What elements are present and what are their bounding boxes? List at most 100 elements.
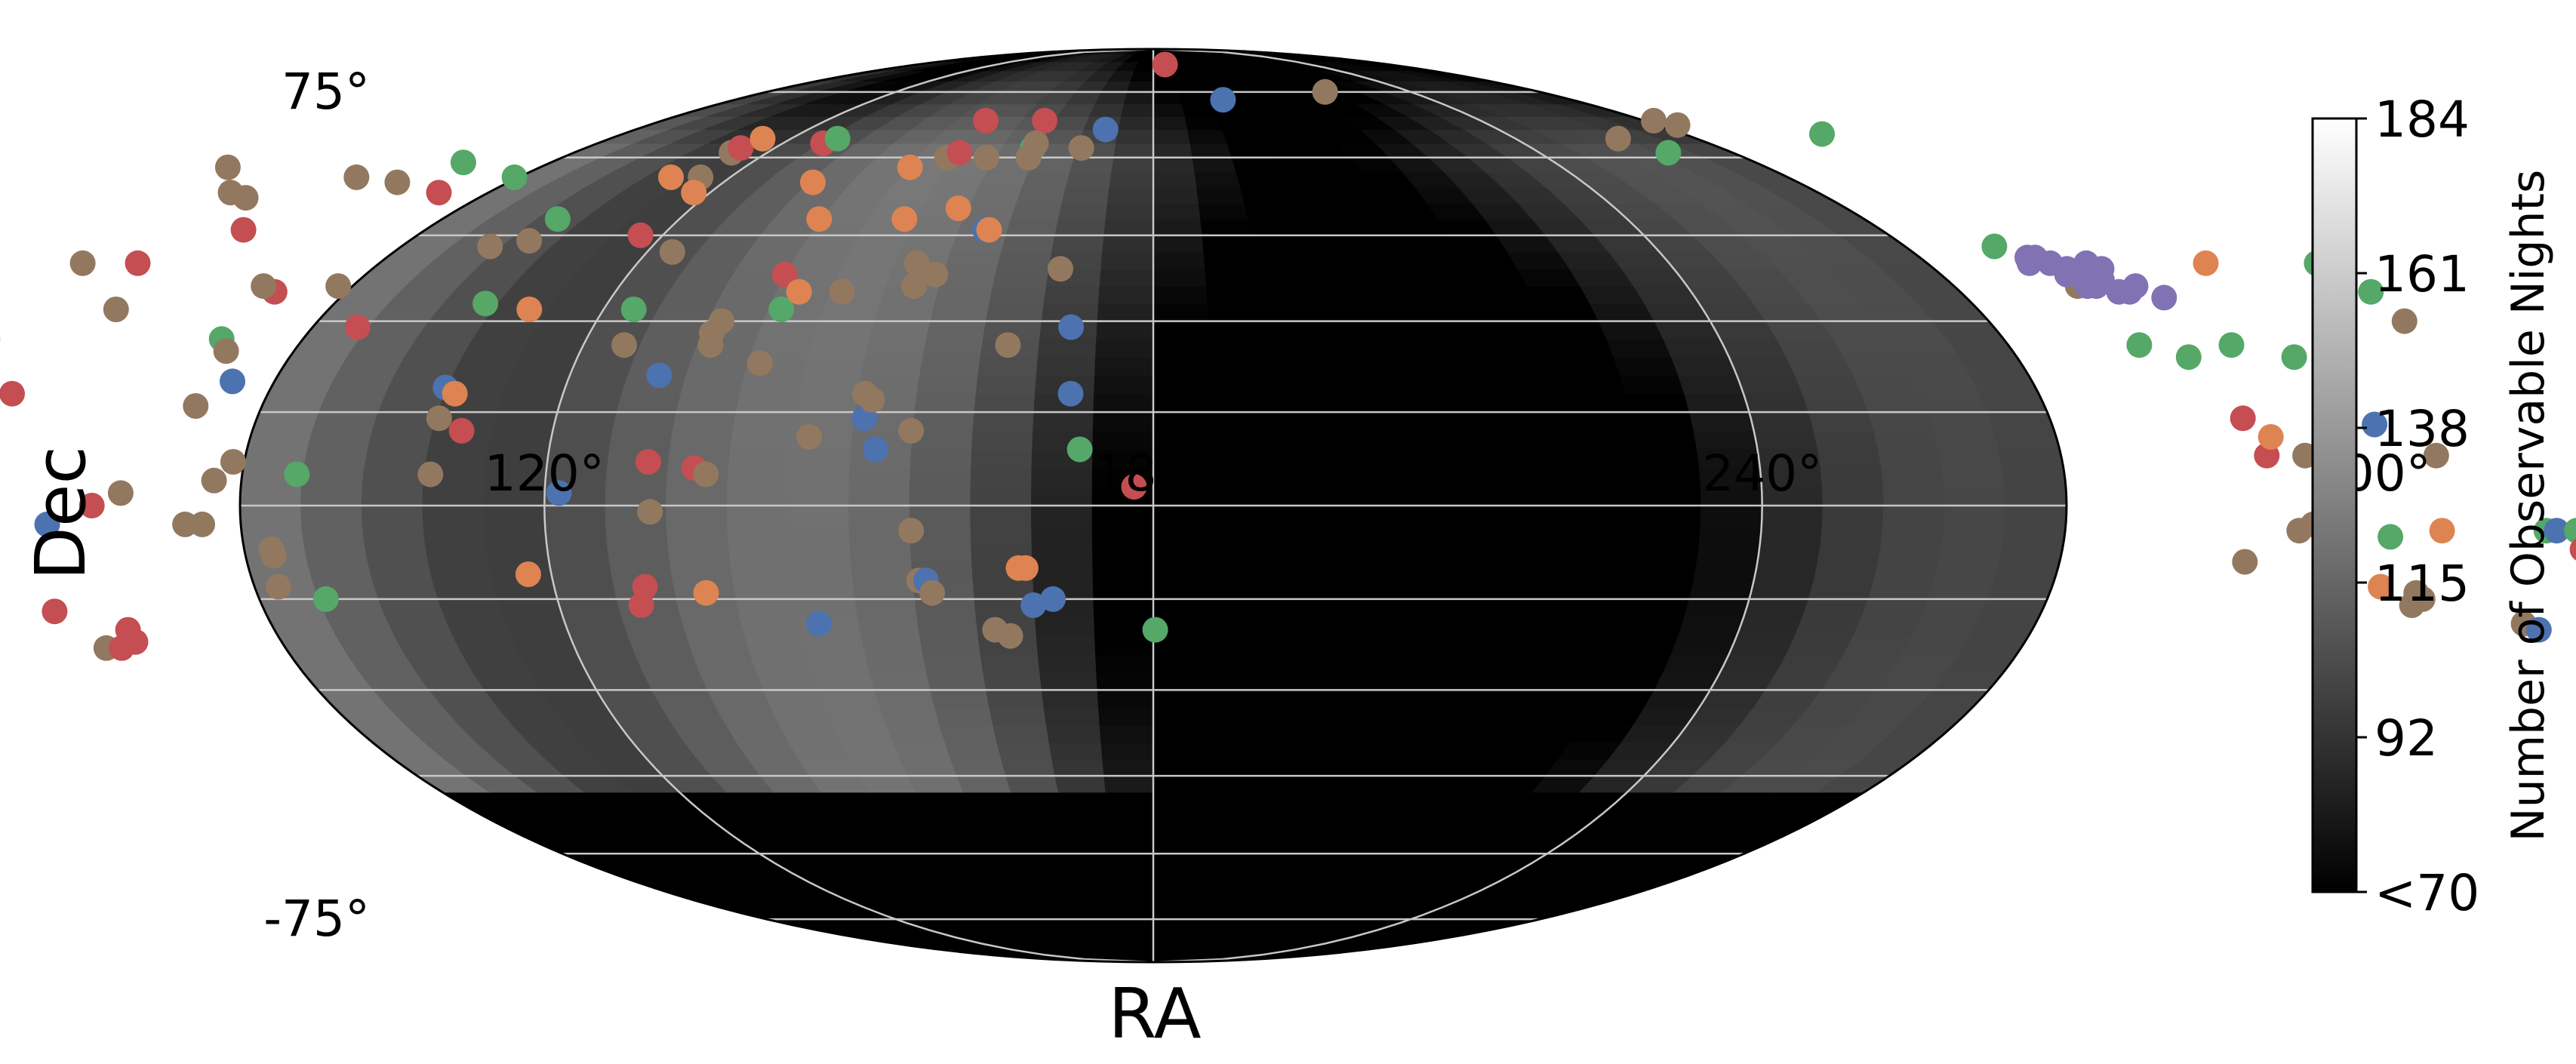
heatmap-cell: [1334, 448, 1397, 469]
heatmap-cell: [116, 868, 221, 881]
heatmap-cell: [375, 867, 463, 883]
heatmap-cell: [2156, 321, 2230, 340]
heatmap-cell: [1057, 792, 1109, 809]
target-point: [220, 368, 245, 395]
target-point: [2230, 405, 2256, 432]
heatmap-cell: [727, 467, 790, 487]
heatmap-cell: [2360, 172, 2464, 187]
heatmap-cell: [1877, 448, 1943, 469]
heatmap-cell: [860, 635, 924, 655]
heatmap-cell: [1251, 235, 1306, 253]
heatmap-cell: [32, 725, 112, 743]
heatmap-cell: [2079, 143, 2177, 158]
target-point: [1605, 125, 1631, 152]
heatmap-cell: [1095, 653, 1154, 673]
heatmap-cell: [764, 61, 869, 72]
heatmap-cell: [1094, 356, 1154, 376]
heatmap-cell: [2420, 636, 2495, 654]
heatmap-cell: [1335, 486, 1398, 506]
heatmap-cell: [1957, 775, 2037, 793]
heatmap-cell: [317, 775, 397, 793]
heatmap-cell: [1259, 707, 1318, 726]
heatmap-cell: [783, 949, 929, 958]
heatmap-cell: [802, 356, 866, 376]
heatmap-cell: [2036, 724, 2067, 743]
heatmap-cell: [2120, 450, 2185, 469]
heatmap-cell: [105, 187, 193, 203]
heatmap-cell: [597, 939, 742, 950]
target-point: [897, 154, 923, 180]
heatmap-cell: [1069, 838, 1115, 854]
heatmap-cell: [586, 80, 685, 93]
target-point: [974, 144, 999, 171]
target-point: [2409, 586, 2436, 612]
heatmap-cell: [1396, 505, 1458, 525]
target-point: [201, 467, 227, 494]
heatmap-cell: [1313, 285, 1373, 304]
heatmap-cell: [519, 338, 587, 358]
heatmap-cell: [1916, 115, 2017, 131]
heatmap-cell: [1505, 930, 1600, 941]
heatmap-cell: [2115, 743, 2194, 759]
dec-tick-labels: 75°60°45°30°15°0°-15°-30°-45°-60°-75°: [263, 63, 370, 948]
heatmap-cell: [1486, 930, 1578, 941]
heatmap-cell: [338, 129, 429, 144]
heatmap-cell: [1153, 823, 1198, 840]
heatmap-cell: [879, 707, 940, 726]
heatmap-cell: [2012, 115, 2067, 131]
target-point: [749, 125, 776, 152]
heatmap-cell: [1654, 321, 1722, 340]
heatmap-cell: [269, 775, 349, 793]
target-point: [189, 511, 215, 537]
heatmap-cell: [989, 707, 1048, 726]
target-point: [693, 580, 719, 606]
heatmap-cell: [72, 839, 168, 854]
heatmap-cell: [1027, 838, 1076, 854]
heatmap-cell: [1690, 70, 1824, 81]
heatmap-cell: [1653, 70, 1779, 81]
heatmap-cell: [372, 91, 484, 105]
heatmap-cell: [1817, 894, 1917, 909]
heatmap-cell: [1088, 103, 1125, 117]
heatmap-cell: [2059, 707, 2067, 726]
heatmap-cell: [240, 143, 265, 158]
heatmap-cell: [1497, 635, 1563, 655]
heatmap-cell: [1494, 61, 1617, 72]
heatmap-cell: [2063, 524, 2067, 544]
heatmap-cell: [2174, 562, 2241, 581]
heatmap-cell: [1405, 949, 1565, 958]
heatmap-cell: [949, 758, 1007, 776]
heatmap-cell: [1102, 235, 1154, 253]
heatmap-cell: [240, 303, 282, 322]
heatmap-cell: [2025, 303, 2067, 322]
heatmap-cell: [606, 543, 671, 563]
heatmap-cell: [14, 808, 106, 824]
heatmap-cell: [497, 115, 581, 131]
heatmap-cell: [2233, 759, 2317, 776]
heatmap-cell: [1210, 356, 1271, 376]
heatmap-cell: [706, 70, 802, 81]
heatmap-cell: [2360, 824, 2464, 839]
heatmap-cell: [2002, 524, 2067, 544]
heatmap-cell: [639, 930, 746, 941]
heatmap-cell: [1578, 505, 1641, 525]
heatmap-cell: [2114, 431, 2181, 450]
heatmap-cell: [1910, 775, 1990, 793]
heatmap-cell: [915, 792, 972, 809]
heatmap-cell: [1254, 251, 1310, 269]
heatmap-cell: [1304, 742, 1362, 760]
heatmap-cell: [0, 286, 32, 303]
heatmap-cell: [728, 70, 820, 81]
heatmap-cell: [1153, 251, 1206, 269]
heatmap-cell: [483, 930, 617, 941]
heatmap-cell: [118, 116, 231, 129]
heatmap-cell: [40, 235, 123, 252]
heatmap-cell: [2005, 218, 2067, 236]
heatmap-cell: [2116, 143, 2217, 158]
heatmap-cell: [258, 393, 328, 413]
heatmap-cell: [2187, 506, 2249, 524]
heatmap-cell: [956, 775, 1012, 793]
heatmap-cell: [1094, 374, 1154, 395]
heatmap-cell: [909, 486, 971, 506]
heatmap-cell: [393, 881, 485, 896]
